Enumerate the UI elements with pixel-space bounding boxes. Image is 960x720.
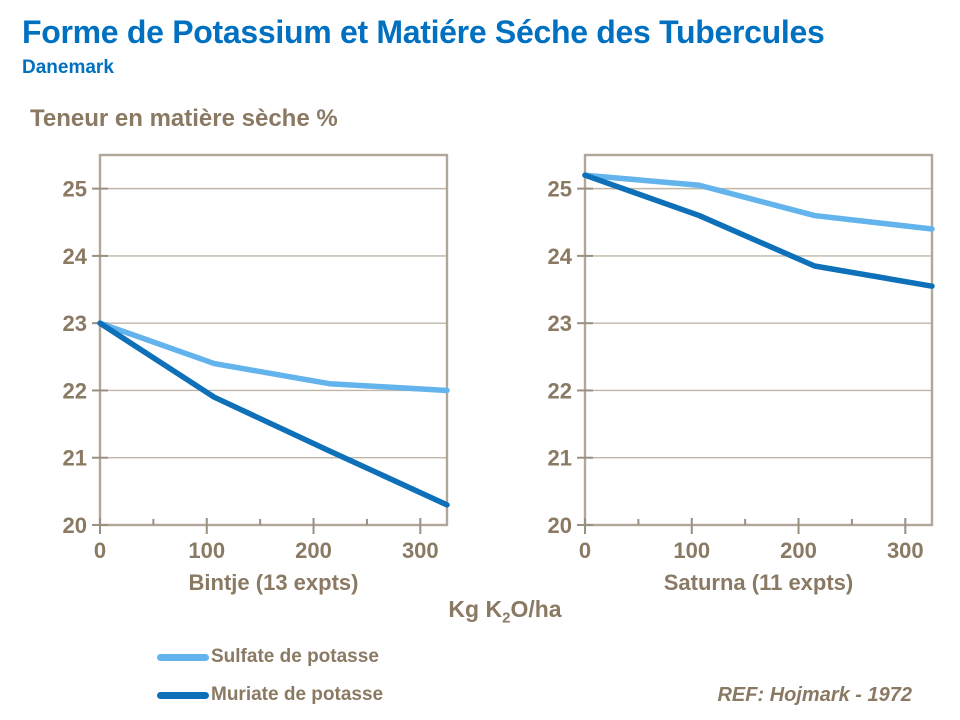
chart-title-bintje: Bintje (13 expts) (188, 570, 359, 595)
y-tick-label: 25 (63, 177, 87, 202)
sulfate-line-swatch-icon (157, 653, 209, 661)
x-tick-label: 200 (780, 538, 817, 563)
chart-bintje: 20 21 22 23 24 25 0 100 200 300 (63, 153, 450, 563)
y-tick-label: 22 (63, 378, 87, 403)
series-line-muriate (582, 172, 935, 289)
legend-item-muriate: Muriate de potasse (157, 680, 383, 710)
x-axis-title: Kg K2O/ha (355, 596, 655, 626)
chart-saturna: 20 21 22 23 24 25 0 100 200 300 (548, 153, 935, 563)
page-title: Forme de Potassium et Matiére Séche des … (22, 14, 825, 50)
legend-label-muriate: Muriate de potasse (211, 684, 384, 705)
y-tick-label: 20 (548, 513, 572, 538)
page-subtitle: Danemark (22, 57, 114, 78)
series-line-muriate (97, 320, 450, 508)
x-axis-title-subscript: 2 (502, 609, 511, 627)
x-tick-label: 200 (295, 538, 332, 563)
chart-title-saturna: Saturna (11 expts) (663, 570, 854, 595)
x-axis-title-post: O/ha (510, 596, 562, 622)
y-tick-label: 23 (63, 311, 87, 336)
y-tick-label: 24 (63, 244, 88, 269)
plot-border (98, 153, 449, 527)
x-tick-label: 300 (887, 538, 924, 563)
series-line-sulfate (582, 172, 935, 232)
muriate-line-swatch-icon (157, 691, 209, 699)
y-tick-label: 20 (63, 513, 87, 538)
y-tick-label: 21 (548, 446, 572, 471)
reference-citation: REF: Hojmark - 1972 (717, 684, 912, 706)
y-tick-label: 22 (548, 378, 572, 403)
y-tick-label: 23 (548, 311, 572, 336)
x-tick-label: 100 (673, 538, 710, 563)
x-tick-label: 0 (94, 538, 106, 563)
y-axis-title: Teneur en matière sèche % (30, 105, 338, 132)
y-tick-label: 21 (63, 446, 87, 471)
x-axis-title-pre: Kg K (448, 596, 503, 622)
legend: Sulfate de potasse Muriate de potasse (157, 642, 383, 718)
legend-label-sulfate: Sulfate de potasse (211, 646, 379, 667)
series-line-sulfate (97, 320, 450, 394)
plot-border (583, 153, 934, 527)
x-tick-label: 300 (402, 538, 439, 563)
y-tick-label: 24 (548, 244, 573, 269)
x-tick-label: 100 (188, 538, 225, 563)
legend-item-sulfate: Sulfate de potasse (157, 642, 383, 672)
x-tick-label: 0 (579, 538, 591, 563)
y-tick-label: 25 (548, 177, 572, 202)
